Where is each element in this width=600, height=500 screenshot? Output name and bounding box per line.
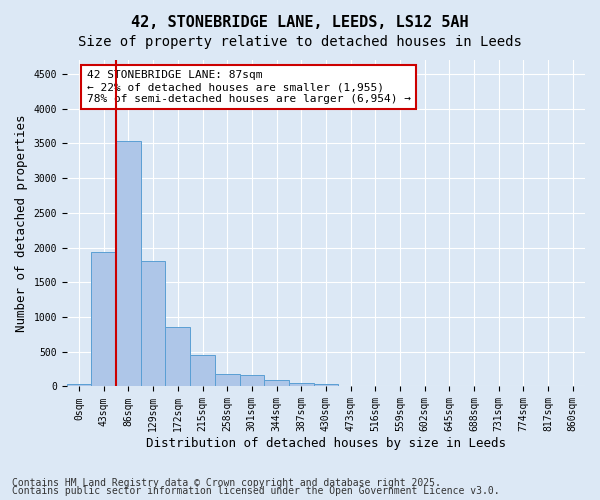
Text: 42 STONEBRIDGE LANE: 87sqm
← 22% of detached houses are smaller (1,955)
78% of s: 42 STONEBRIDGE LANE: 87sqm ← 22% of deta… — [86, 70, 410, 104]
Bar — [215, 374, 239, 386]
Bar — [190, 355, 215, 386]
Bar — [289, 382, 314, 386]
Bar — [166, 327, 190, 386]
Y-axis label: Number of detached properties: Number of detached properties — [15, 114, 28, 332]
Bar — [314, 384, 338, 386]
Bar — [91, 252, 116, 386]
Bar — [141, 260, 166, 386]
Bar — [264, 380, 289, 386]
Text: Contains public sector information licensed under the Open Government Licence v3: Contains public sector information licen… — [12, 486, 500, 496]
Text: Contains HM Land Registry data © Crown copyright and database right 2025.: Contains HM Land Registry data © Crown c… — [12, 478, 441, 488]
X-axis label: Distribution of detached houses by size in Leeds: Distribution of detached houses by size … — [146, 437, 506, 450]
Text: Size of property relative to detached houses in Leeds: Size of property relative to detached ho… — [78, 35, 522, 49]
Bar — [116, 142, 141, 386]
Bar — [239, 374, 264, 386]
Text: 42, STONEBRIDGE LANE, LEEDS, LS12 5AH: 42, STONEBRIDGE LANE, LEEDS, LS12 5AH — [131, 15, 469, 30]
Bar — [67, 384, 91, 386]
